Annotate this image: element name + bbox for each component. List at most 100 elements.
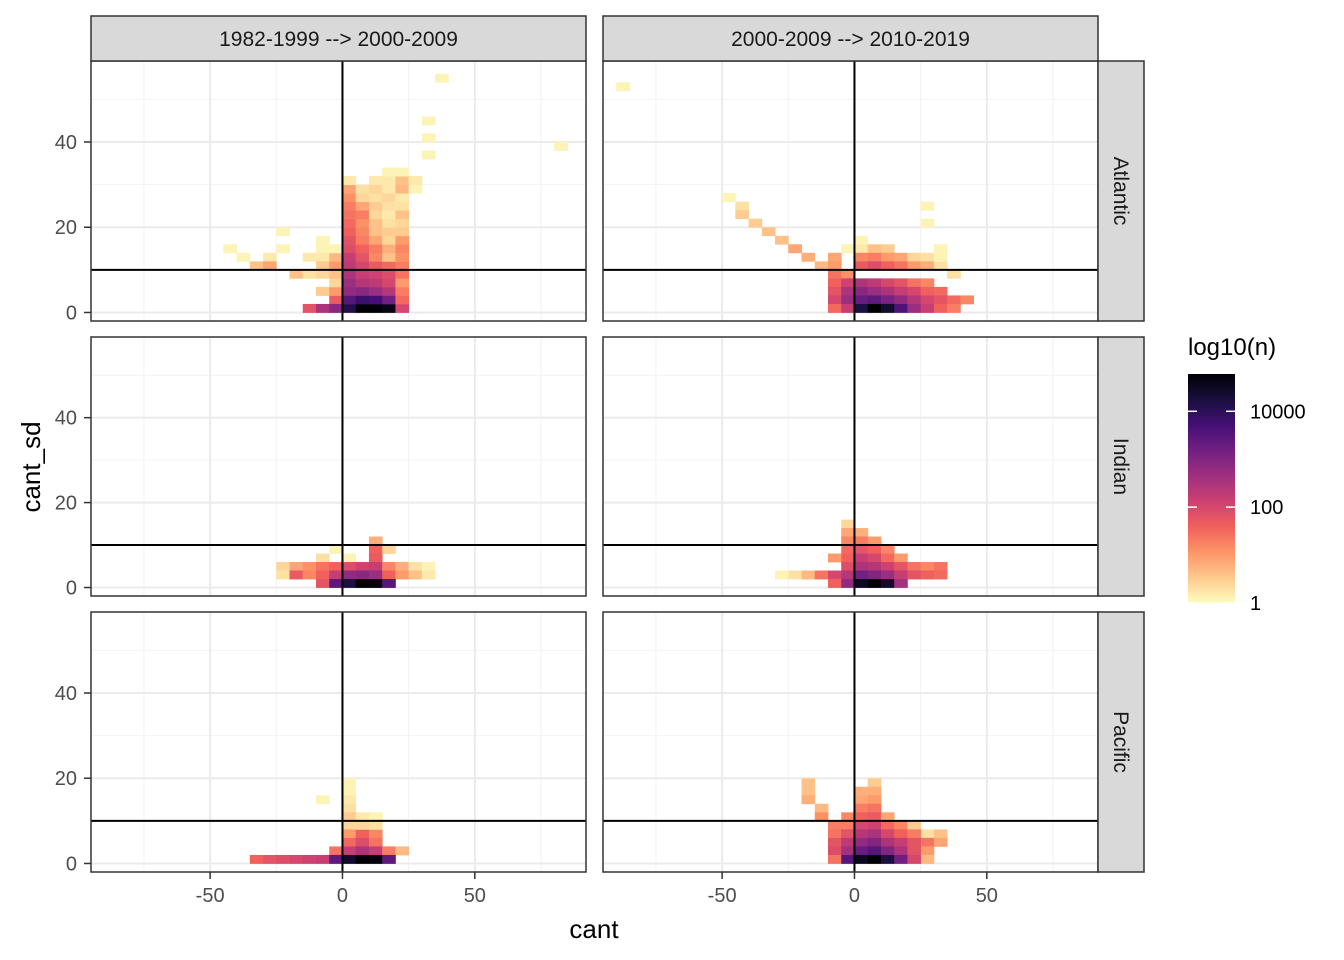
x-tick-label: -50 xyxy=(196,885,225,907)
heatmap-bin xyxy=(342,218,357,228)
heatmap-bin xyxy=(814,803,829,813)
y-tick-label: 0 xyxy=(66,578,77,600)
heatmap-bin xyxy=(382,846,396,856)
heatmap-bin xyxy=(828,278,842,288)
heatmap-bin xyxy=(907,837,922,847)
heatmap-bin xyxy=(854,545,869,554)
heatmap-bin xyxy=(947,295,961,305)
heatmap-bin xyxy=(329,295,343,305)
heatmap-bin xyxy=(616,82,630,92)
heatmap-bin xyxy=(933,244,948,254)
heatmap-bin xyxy=(867,795,882,805)
heatmap-bin xyxy=(828,846,842,856)
heatmap-bin xyxy=(368,235,383,245)
heatmap-bin xyxy=(907,846,922,856)
heatmap-bin xyxy=(854,261,869,271)
heatmap-bin xyxy=(342,803,357,813)
heatmap-bin xyxy=(894,570,908,580)
heatmap-bin xyxy=(854,235,869,245)
heatmap-bin xyxy=(814,261,829,271)
heatmap-bin xyxy=(316,854,330,864)
heatmap-bin xyxy=(329,854,343,864)
heatmap-bin xyxy=(775,235,789,245)
heatmap-bin xyxy=(421,133,436,143)
heatmap-bin xyxy=(368,261,383,271)
heatmap-bin xyxy=(355,562,370,571)
heatmap-bin xyxy=(302,562,317,571)
heatmap-bin xyxy=(880,812,895,822)
heatmap-bin xyxy=(907,570,922,580)
heatmap-bin xyxy=(355,218,370,228)
heatmap-bin xyxy=(867,812,882,822)
heatmap-bin xyxy=(867,295,882,305)
heatmap-bin xyxy=(368,193,383,203)
heatmap-bin xyxy=(316,795,330,805)
heatmap-bin xyxy=(329,303,343,313)
heatmap-bin xyxy=(841,820,855,830)
heatmap-bin xyxy=(880,244,895,254)
heatmap-bin xyxy=(814,570,829,580)
y-tick-label: 0 xyxy=(66,302,77,324)
heatmap-bin xyxy=(828,252,842,262)
row-strip-label: Pacific xyxy=(1109,711,1132,773)
heatmap-bin xyxy=(854,303,869,313)
column-strip-label: 2000-2009 --> 2010-2019 xyxy=(731,28,970,51)
heatmap-bin xyxy=(841,837,855,847)
heatmap-bin xyxy=(894,854,908,864)
heatmap-bin xyxy=(355,193,370,203)
heatmap-bin xyxy=(355,235,370,245)
heatmap-bin xyxy=(329,846,343,856)
legend-break-label: 1 xyxy=(1250,593,1261,615)
heatmap-bin xyxy=(894,252,908,262)
heatmap-bin xyxy=(880,846,895,856)
panel-pacific-1 xyxy=(90,611,587,873)
heatmap-bin xyxy=(382,545,396,554)
heatmap-bin xyxy=(788,570,802,580)
heatmap-bin xyxy=(894,579,908,588)
heatmap-bin xyxy=(382,303,396,313)
heatmap-bin xyxy=(382,854,396,864)
row-strip-label: Indian xyxy=(1109,438,1132,495)
heatmap-bin xyxy=(316,261,330,271)
heatmap-bin xyxy=(907,854,922,864)
heatmap-bin xyxy=(421,570,436,580)
heatmap-bin xyxy=(894,837,908,847)
heatmap-bin xyxy=(342,193,357,203)
panel-background xyxy=(91,612,586,872)
heatmap-bin xyxy=(249,854,264,864)
heatmap-bin xyxy=(920,303,935,313)
heatmap-bin xyxy=(907,820,922,830)
heatmap-bin xyxy=(920,854,935,864)
heatmap-bin xyxy=(920,562,935,571)
strip-background xyxy=(1097,60,1145,322)
heatmap-bin xyxy=(395,227,410,237)
heatmap-bin xyxy=(920,829,935,839)
heatmap-bin xyxy=(854,812,869,822)
heatmap-bin xyxy=(382,176,396,186)
heatmap-bin xyxy=(395,570,410,580)
heatmap-bin xyxy=(368,820,383,830)
heatmap-bin xyxy=(342,269,357,279)
heatmap-bin xyxy=(841,269,855,279)
heatmap-bin xyxy=(854,286,869,296)
heatmap-bin xyxy=(368,176,383,186)
heatmap-bin xyxy=(920,846,935,856)
heatmap-bin xyxy=(382,269,396,279)
row-strip-pacific: Pacific xyxy=(1097,611,1145,873)
heatmap-bin xyxy=(867,278,882,288)
heatmap-bin xyxy=(355,210,370,220)
heatmap-bin xyxy=(854,528,869,537)
y-tick-label: 40 xyxy=(55,132,77,154)
heatmap-bin xyxy=(368,201,383,211)
heatmap-bin xyxy=(421,116,436,126)
heatmap-bin xyxy=(894,562,908,571)
heatmap-bin xyxy=(854,795,869,805)
heatmap-bin xyxy=(867,553,882,563)
heatmap-bin xyxy=(236,252,251,262)
heatmap-bin xyxy=(395,261,410,271)
heatmap-bin xyxy=(894,846,908,856)
heatmap-bin xyxy=(382,218,396,228)
heatmap-bin xyxy=(867,803,882,813)
heatmap-bin xyxy=(880,854,895,864)
heatmap-bin xyxy=(867,286,882,296)
